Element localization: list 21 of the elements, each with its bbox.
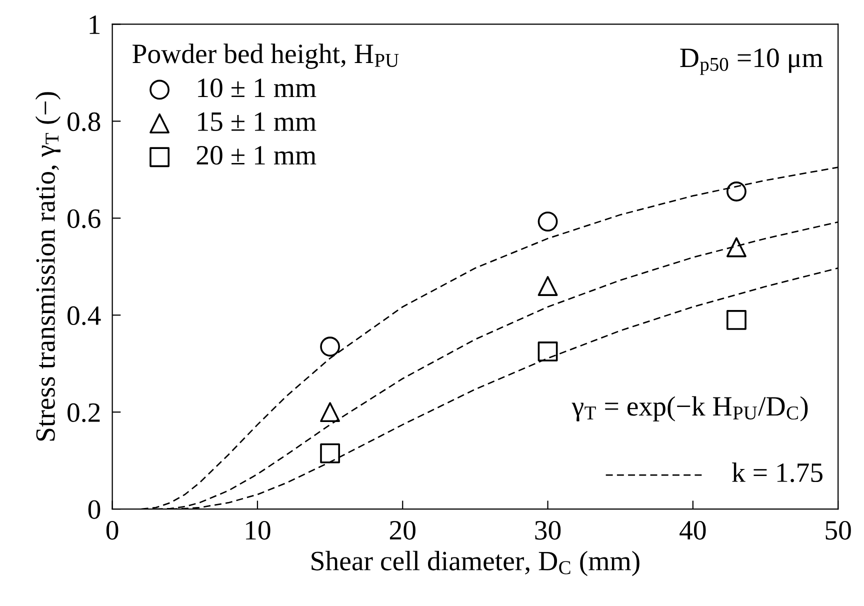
- x-tick-label: 20: [390, 520, 416, 540]
- x-axis-title: Shear cell diameter, D$_{C}$ (mm): [312, 550, 640, 576]
- y-tick-label: 0.8: [68, 112, 100, 132]
- y-tick-label: 0.6: [68, 209, 100, 228]
- y-tick-label: 0.4: [68, 306, 101, 326]
- x-tick-label: 10: [246, 520, 270, 540]
- legend-label: 10 ± 1 mm: [198, 78, 316, 98]
- y-tick-label: 1: [90, 16, 100, 34]
- legend-title: Powder bed height, H$_{PU}$: [132, 44, 399, 69]
- annotation: D$_{p50}$ =10 μm: [680, 48, 823, 75]
- annotation: k = 1.75: [732, 462, 822, 482]
- y-tick-label: 0: [88, 500, 100, 519]
- legend-label: 15 ± 1 mm: [198, 112, 316, 131]
- y-axis-title: Stress transmission ratio, γ$_{T}$ (−): [35, 92, 61, 441]
- y-tick-label: 0.2: [68, 403, 100, 422]
- x-tick-label: 50: [826, 520, 851, 540]
- x-tick-label: 0: [106, 520, 118, 540]
- legend-label: 20 ± 1 mm: [196, 146, 316, 165]
- annotation: γ$_{T}$ = exp(−k H$_{PU}$/D$_{C}$): [572, 396, 808, 422]
- x-tick-label: 30: [535, 520, 561, 540]
- x-tick-label: 40: [680, 520, 706, 540]
